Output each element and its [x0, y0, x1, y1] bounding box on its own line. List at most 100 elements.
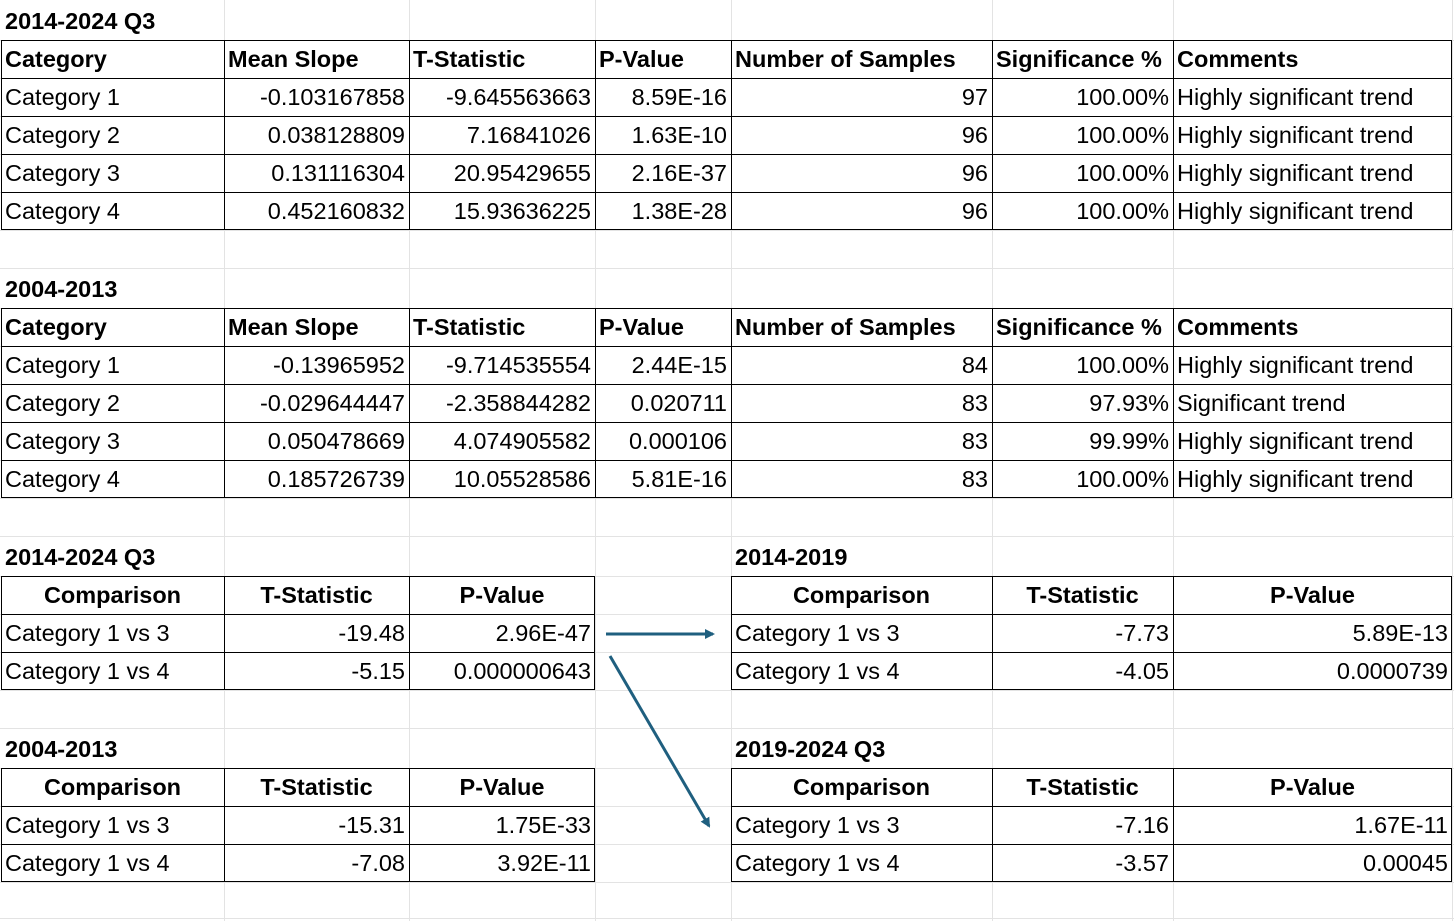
- table-cell[interactable]: -7.16: [992, 806, 1173, 844]
- table-cell[interactable]: 84: [731, 346, 992, 384]
- column-header[interactable]: P-Value: [409, 768, 595, 806]
- table-cell[interactable]: Category 1 vs 4: [731, 652, 992, 690]
- table-cell[interactable]: 0.000000643: [409, 652, 595, 690]
- column-header[interactable]: P-Value: [1173, 768, 1452, 806]
- table-cell[interactable]: 1.75E-33: [409, 806, 595, 844]
- table-cell[interactable]: 83: [731, 422, 992, 460]
- table-cell[interactable]: Category 1 vs 3: [1, 614, 224, 652]
- table-cell[interactable]: Highly significant trend: [1173, 460, 1452, 498]
- column-header[interactable]: Comments: [1173, 308, 1452, 346]
- column-header[interactable]: Mean Slope: [224, 40, 409, 78]
- table-cell[interactable]: Category 4: [1, 460, 224, 498]
- table-cell[interactable]: Highly significant trend: [1173, 346, 1452, 384]
- table-cell[interactable]: -0.029644447: [224, 384, 409, 422]
- table-cell[interactable]: 99.99%: [992, 422, 1173, 460]
- table-cell[interactable]: -7.08: [224, 844, 409, 882]
- table-cell[interactable]: 100.00%: [992, 346, 1173, 384]
- column-header[interactable]: Significance %: [992, 40, 1173, 78]
- table-cell[interactable]: Highly significant trend: [1173, 422, 1452, 460]
- table-cell[interactable]: Highly significant trend: [1173, 78, 1452, 116]
- table-cell[interactable]: 96: [731, 192, 992, 230]
- column-header[interactable]: T-Statistic: [992, 576, 1173, 614]
- arrow-down-right-icon[interactable]: [608, 655, 711, 828]
- table-cell[interactable]: Category 3: [1, 422, 224, 460]
- table-cell[interactable]: Category 1 vs 3: [731, 806, 992, 844]
- table-cell[interactable]: 97: [731, 78, 992, 116]
- table-cell[interactable]: Significant trend: [1173, 384, 1452, 422]
- table-cell[interactable]: 0.185726739: [224, 460, 409, 498]
- table-cell[interactable]: -9.645563663: [409, 78, 595, 116]
- table-cell[interactable]: 1.67E-11: [1173, 806, 1452, 844]
- column-header[interactable]: Category: [1, 40, 224, 78]
- table-cell[interactable]: 5.81E-16: [595, 460, 731, 498]
- table-cell[interactable]: -9.714535554: [409, 346, 595, 384]
- table-cell[interactable]: 0.050478669: [224, 422, 409, 460]
- table-cell[interactable]: Highly significant trend: [1173, 116, 1452, 154]
- table-cell[interactable]: 0.038128809: [224, 116, 409, 154]
- table-cell[interactable]: 3.92E-11: [409, 844, 595, 882]
- table-cell[interactable]: Highly significant trend: [1173, 154, 1452, 192]
- column-header[interactable]: P-Value: [409, 576, 595, 614]
- table-cell[interactable]: -0.103167858: [224, 78, 409, 116]
- table-cell[interactable]: Category 2: [1, 384, 224, 422]
- table-cell[interactable]: 7.16841026: [409, 116, 595, 154]
- table-cell[interactable]: 15.93636225: [409, 192, 595, 230]
- table-cell[interactable]: 10.05528586: [409, 460, 595, 498]
- table-cell[interactable]: 4.074905582: [409, 422, 595, 460]
- table-cell[interactable]: 20.95429655: [409, 154, 595, 192]
- column-header[interactable]: T-Statistic: [224, 768, 409, 806]
- table-cell[interactable]: Category 1 vs 4: [731, 844, 992, 882]
- column-header[interactable]: T-Statistic: [992, 768, 1173, 806]
- table-cell[interactable]: -3.57: [992, 844, 1173, 882]
- table-cell[interactable]: 2.44E-15: [595, 346, 731, 384]
- column-header[interactable]: T-Statistic: [409, 40, 595, 78]
- table-cell[interactable]: 8.59E-16: [595, 78, 731, 116]
- table-cell[interactable]: Category 2: [1, 116, 224, 154]
- column-header[interactable]: T-Statistic: [224, 576, 409, 614]
- table-cell[interactable]: 0.452160832: [224, 192, 409, 230]
- table-cell[interactable]: Category 1: [1, 346, 224, 384]
- table-cell[interactable]: 0.131116304: [224, 154, 409, 192]
- table-cell[interactable]: 0.020711: [595, 384, 731, 422]
- table-cell[interactable]: -15.31: [224, 806, 409, 844]
- table-cell[interactable]: 83: [731, 384, 992, 422]
- table-cell[interactable]: 100.00%: [992, 116, 1173, 154]
- table-cell[interactable]: 97.93%: [992, 384, 1173, 422]
- column-header[interactable]: Category: [1, 308, 224, 346]
- column-header[interactable]: Comparison: [731, 576, 992, 614]
- table-cell[interactable]: 1.63E-10: [595, 116, 731, 154]
- table-cell[interactable]: -4.05: [992, 652, 1173, 690]
- table-cell[interactable]: 0.00045: [1173, 844, 1452, 882]
- column-header[interactable]: Comparison: [731, 768, 992, 806]
- table-cell[interactable]: -19.48: [224, 614, 409, 652]
- table-cell[interactable]: 100.00%: [992, 460, 1173, 498]
- table-cell[interactable]: 1.38E-28: [595, 192, 731, 230]
- table-cell[interactable]: 0.0000739: [1173, 652, 1452, 690]
- table-cell[interactable]: 83: [731, 460, 992, 498]
- table-cell[interactable]: -5.15: [224, 652, 409, 690]
- table-cell[interactable]: 100.00%: [992, 192, 1173, 230]
- column-header[interactable]: Comments: [1173, 40, 1452, 78]
- table-cell[interactable]: Category 1 vs 3: [731, 614, 992, 652]
- column-header[interactable]: Number of Samples: [731, 40, 992, 78]
- table-cell[interactable]: 100.00%: [992, 78, 1173, 116]
- column-header[interactable]: P-Value: [595, 308, 731, 346]
- table-cell[interactable]: Category 1 vs 4: [1, 652, 224, 690]
- table-cell[interactable]: Category 1: [1, 78, 224, 116]
- column-header[interactable]: Comparison: [1, 768, 224, 806]
- table-cell[interactable]: Category 3: [1, 154, 224, 192]
- table-cell[interactable]: 100.00%: [992, 154, 1173, 192]
- column-header[interactable]: Number of Samples: [731, 308, 992, 346]
- table-cell[interactable]: 5.89E-13: [1173, 614, 1452, 652]
- table-cell[interactable]: 0.000106: [595, 422, 731, 460]
- table-cell[interactable]: 96: [731, 116, 992, 154]
- table-cell[interactable]: Category 1 vs 3: [1, 806, 224, 844]
- column-header[interactable]: T-Statistic: [409, 308, 595, 346]
- table-cell[interactable]: Highly significant trend: [1173, 192, 1452, 230]
- table-cell[interactable]: 96: [731, 154, 992, 192]
- table-cell[interactable]: Category 4: [1, 192, 224, 230]
- table-cell[interactable]: 2.16E-37: [595, 154, 731, 192]
- column-header[interactable]: Comparison: [1, 576, 224, 614]
- table-cell[interactable]: -7.73: [992, 614, 1173, 652]
- column-header[interactable]: P-Value: [1173, 576, 1452, 614]
